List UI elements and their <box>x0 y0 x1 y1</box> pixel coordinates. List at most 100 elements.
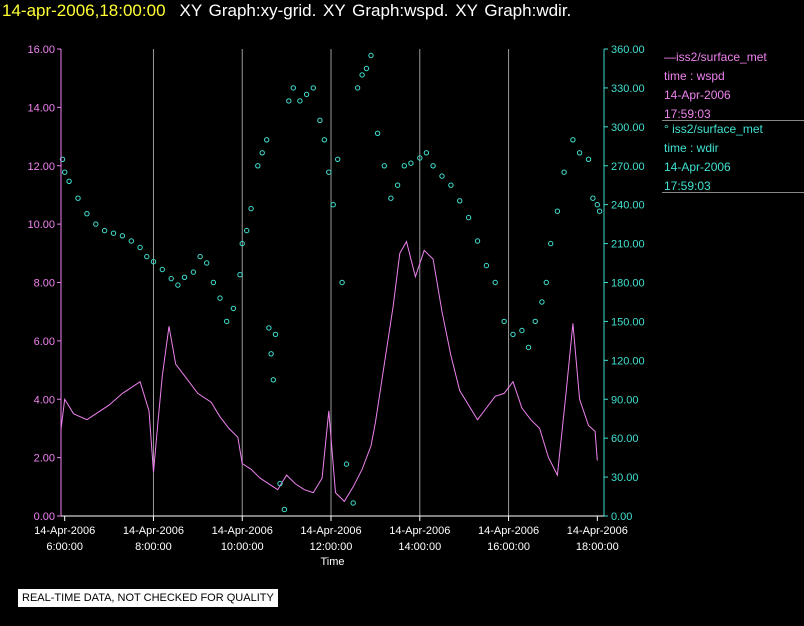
wdir-point <box>264 137 270 143</box>
y-left-tick-label: 14.00 <box>27 102 55 114</box>
wdir-point <box>510 331 516 338</box>
y-left-tick-label: 16.00 <box>27 44 55 56</box>
wdir-point <box>175 282 181 288</box>
y-left-tick-label: 2.00 <box>34 453 55 465</box>
wdir-point <box>576 150 583 156</box>
y-left-tick-label: 4.00 <box>34 394 55 406</box>
wdir-point <box>457 198 463 204</box>
wdir-point <box>330 202 336 208</box>
wdir-point <box>168 275 174 282</box>
y-right-tick-label: 90.00 <box>611 394 639 406</box>
wdir-point <box>525 344 532 351</box>
wdir-point <box>532 318 538 325</box>
wdir-point <box>270 377 276 383</box>
legend-wdir-date: 14-Apr-2006 <box>664 160 731 174</box>
wdir-point <box>84 211 90 217</box>
wdir-point <box>255 163 261 169</box>
wdir-point <box>321 137 328 143</box>
wdir-point <box>128 238 135 244</box>
wdir-point <box>159 266 166 273</box>
title-graph-list: XY Graph:xy-grid. XY Graph:wspd. XY Grap… <box>179 1 572 20</box>
wdir-point <box>539 299 545 305</box>
wdir-point <box>93 221 99 227</box>
wdir-point <box>350 500 356 506</box>
y-right-tick-label: 0.00 <box>611 511 632 523</box>
legend-wdir-time: 17:59:03 <box>664 179 711 193</box>
tick-labels: 0.00 2.00 4.00 6.00 8.00 10.00 12.00 14.00 16.00… <box>27 44 644 568</box>
wspd-line <box>60 240 598 503</box>
wdir-point <box>210 279 217 286</box>
y-right-tick-label: 270.00 <box>611 161 645 173</box>
wdir-point <box>335 156 341 163</box>
x-tick-date: 14-Apr-2006 <box>389 525 450 537</box>
y-left-tick-label: 12.00 <box>27 161 55 173</box>
wdir-point <box>290 85 296 91</box>
wdir-point <box>519 327 525 334</box>
y-right-tick-label: 330.00 <box>611 83 645 95</box>
wdir-point <box>297 98 303 104</box>
wdir-point <box>474 238 481 244</box>
legend-wdir: ° iss2/surface_met time : wdir 14-Apr-20… <box>664 120 804 196</box>
wdir-point <box>394 182 401 188</box>
wdir-point <box>286 98 292 104</box>
wdir-point <box>408 160 414 166</box>
wdir-point <box>110 230 117 236</box>
y-left-tick-label: 0.00 <box>34 511 55 523</box>
wdir-point <box>119 233 126 239</box>
wdir-point <box>75 195 81 201</box>
wdir-point <box>59 156 66 163</box>
wdir-point <box>343 461 350 467</box>
wdir-point <box>363 65 370 72</box>
wdir-point <box>137 244 143 251</box>
y-right-tick-label: 150.00 <box>611 316 645 328</box>
legend-divider <box>662 192 804 193</box>
wdir-point <box>561 169 567 175</box>
wdir-point <box>359 72 365 78</box>
wdir-point <box>197 253 203 260</box>
x-tick-time: 6:00:00 <box>46 541 83 553</box>
y-right-tick-label: 360.00 <box>611 44 645 56</box>
wdir-point <box>439 173 445 179</box>
legend-wdir-station: ° iss2/surface_met <box>664 122 763 136</box>
wdir-point <box>217 295 223 301</box>
legend-wspd-station: —iss2/surface_met <box>664 50 767 64</box>
wdir-point <box>281 506 288 513</box>
y-right-tick-label: 120.00 <box>611 355 645 367</box>
y-right-tick-label: 240.00 <box>611 200 645 212</box>
quality-notice: REAL-TIME DATA, NOT CHECKED FOR QUALITY <box>18 589 278 607</box>
x-axis-label: Time <box>320 556 344 568</box>
legend-wspd: —iss2/surface_met time : wspd 14-Apr-200… <box>664 48 804 124</box>
x-tick-date: 14-Apr-2006 <box>212 525 273 537</box>
graph-title: 14-apr-2006,18:00:00 XY Graph:xy-grid. XY… <box>2 0 571 24</box>
x-tick-time: 18:00:00 <box>576 541 619 553</box>
wdir-point <box>248 205 254 212</box>
wdir-point <box>272 331 279 338</box>
wdir-point <box>230 305 237 312</box>
wdir-point <box>266 325 272 331</box>
wdir-point <box>310 85 316 91</box>
wdir-point <box>150 259 157 265</box>
y-right-tick-label: 60.00 <box>611 433 639 445</box>
legend-wspd-time: 17:59:03 <box>664 107 711 121</box>
wdir-point <box>381 163 387 169</box>
wdir-point <box>204 260 210 266</box>
wdir-point <box>448 182 454 188</box>
wdir-point <box>543 279 549 286</box>
wdir-point <box>430 163 436 169</box>
y-left-tick-label: 8.00 <box>34 278 55 290</box>
wdir-point <box>423 150 430 156</box>
wdir-point <box>492 279 498 286</box>
wdir-point <box>66 178 72 185</box>
y-left-tick-label: 10.00 <box>27 219 55 231</box>
y-right-tick-label: 300.00 <box>611 122 645 134</box>
x-tick-time: 8:00:00 <box>135 541 172 553</box>
wdir-point <box>585 156 592 163</box>
legend-divider <box>662 120 804 121</box>
x-tick-time: 14:00:00 <box>398 541 441 553</box>
wdir-series <box>59 52 603 513</box>
wspd-series <box>60 240 598 503</box>
x-tick-time: 12:00:00 <box>310 541 353 553</box>
wdir-point <box>590 195 596 201</box>
wdir-point <box>548 240 554 247</box>
